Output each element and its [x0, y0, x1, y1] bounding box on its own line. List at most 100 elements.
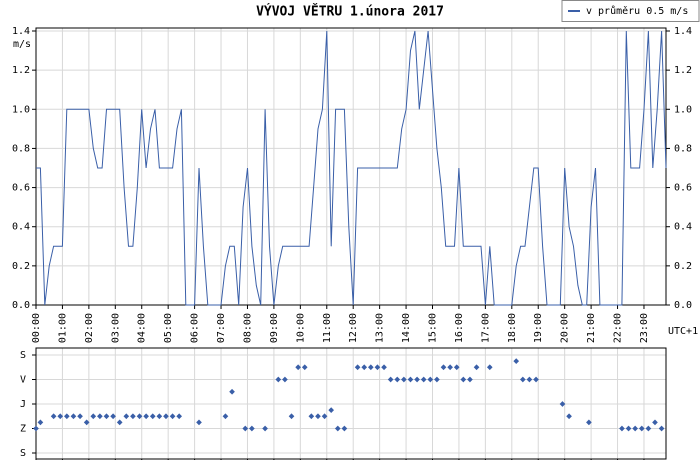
data-point — [658, 425, 665, 432]
x-tick-label: 13:00 — [375, 313, 386, 343]
data-point — [229, 388, 235, 395]
x-tick-label: 03:00 — [110, 313, 121, 343]
data-point — [625, 425, 632, 432]
data-point — [37, 419, 44, 426]
plot-frame — [35, 347, 667, 460]
chart-title: VÝVOJ VĚTRU 1.února 2017 — [256, 4, 444, 20]
data-point — [130, 413, 136, 420]
data-point — [381, 364, 387, 371]
y-tick-label: 0.0 — [674, 300, 692, 311]
data-point — [116, 419, 123, 426]
x-tick-label: 17:00 — [480, 313, 491, 343]
data-point — [526, 376, 533, 383]
data-point — [315, 413, 321, 420]
x-tick-label: 06:00 — [190, 313, 201, 343]
data-point — [169, 413, 176, 420]
data-point — [196, 419, 202, 426]
data-point — [249, 425, 255, 432]
data-point — [103, 413, 110, 420]
x-tick-label: 10:00 — [295, 313, 306, 343]
y-tick-label: 1.4 — [674, 26, 692, 37]
x-axis-label: UTC+1 — [668, 326, 698, 337]
data-point — [467, 376, 473, 383]
y-tick-label: V — [20, 375, 26, 386]
data-point — [321, 413, 328, 420]
x-tick-label: 15:00 — [428, 313, 439, 343]
data-point — [33, 425, 39, 432]
data-point — [533, 376, 539, 383]
data-point — [123, 413, 130, 420]
data-point — [308, 413, 315, 420]
y-tick-label: 0.0 — [12, 300, 30, 311]
data-point — [222, 413, 229, 420]
data-point — [367, 364, 374, 371]
data-point — [447, 364, 453, 371]
data-point — [586, 419, 592, 426]
x-tick-label: 09:00 — [269, 313, 280, 343]
data-point — [460, 376, 467, 383]
data-point — [361, 364, 368, 371]
data-point — [420, 376, 427, 383]
legend-label: v průměru 0.5 m/s — [586, 5, 688, 17]
data-point — [632, 425, 638, 432]
data-point — [163, 413, 169, 420]
y-tick-label: 0.8 — [12, 143, 30, 154]
data-point — [394, 376, 401, 383]
x-tick-label: 02:00 — [84, 313, 95, 343]
data-point — [334, 425, 341, 432]
x-tick-label: 21:00 — [586, 313, 597, 343]
data-point — [619, 425, 625, 432]
data-point — [110, 413, 116, 420]
data-point — [70, 413, 77, 420]
y-tick-label: 0.8 — [674, 143, 692, 154]
data-point — [295, 364, 301, 371]
x-tick-label: 16:00 — [454, 313, 465, 343]
data-point — [513, 358, 520, 364]
data-point — [453, 364, 460, 371]
data-point — [301, 364, 308, 371]
data-point — [282, 376, 288, 383]
x-tick-label: 14:00 — [401, 313, 412, 343]
data-point — [652, 419, 658, 426]
data-point — [440, 364, 447, 371]
y-axis-label: m/s — [13, 39, 31, 50]
data-point — [473, 364, 480, 371]
data-point — [83, 419, 90, 426]
data-point — [519, 376, 526, 383]
data-point — [434, 376, 440, 383]
x-tick-label: 20:00 — [560, 313, 571, 343]
data-point — [427, 376, 434, 383]
data-point — [275, 376, 282, 383]
y-tick-label: 0.2 — [674, 261, 692, 272]
data-point — [176, 413, 183, 420]
y-tick-label: 0.4 — [674, 222, 692, 233]
x-tick-label: 18:00 — [507, 313, 518, 343]
x-tick-label: 12:00 — [348, 313, 359, 343]
data-point — [77, 413, 83, 420]
data-point — [143, 413, 149, 420]
legend-box — [561, 0, 700, 22]
data-point — [288, 413, 295, 420]
data-point — [136, 413, 143, 420]
y-tick-label: S — [20, 448, 26, 459]
data-point — [414, 376, 420, 383]
y-tick-label: 1.0 — [12, 104, 30, 115]
x-tick-label: 04:00 — [137, 313, 148, 343]
y-tick-label: S — [20, 350, 26, 361]
data-point — [486, 364, 493, 371]
x-tick-label: 19:00 — [533, 313, 544, 343]
data-point — [387, 376, 394, 383]
data-point — [341, 425, 348, 432]
data-point — [638, 425, 645, 432]
data-point — [50, 413, 57, 420]
y-tick-label: 0.4 — [12, 222, 30, 233]
data-point — [645, 425, 652, 432]
x-tick-label: 08:00 — [242, 313, 253, 343]
data-point — [566, 413, 572, 420]
data-point — [242, 425, 249, 432]
y-tick-label: 1.4 — [12, 26, 30, 37]
data-line — [36, 30, 667, 306]
y-tick-label: 1.2 — [674, 65, 692, 76]
x-tick-label: 07:00 — [216, 313, 227, 343]
data-point — [149, 413, 156, 420]
